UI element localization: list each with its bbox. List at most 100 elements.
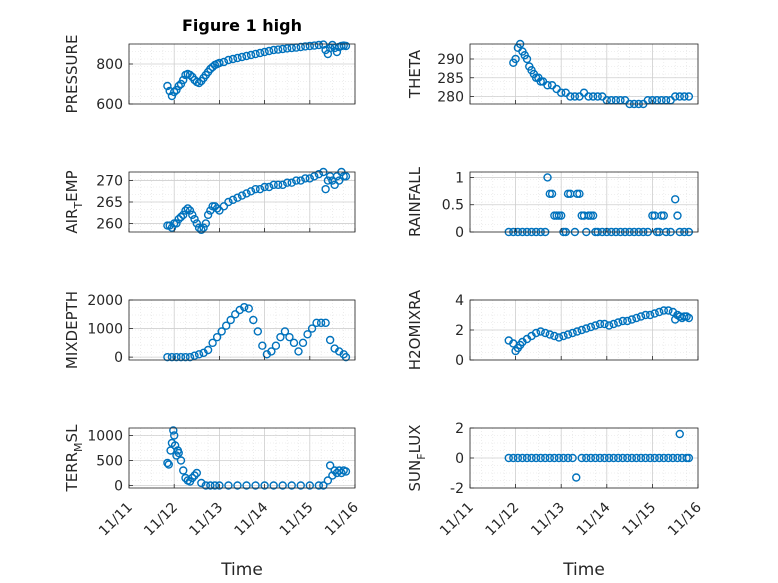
y-tick-label: 285: [437, 71, 464, 87]
y-tick-label: -2: [450, 481, 464, 497]
data-point: [167, 223, 177, 232]
data-point: [285, 332, 294, 342]
data-point: [201, 481, 211, 490]
subplot-6: 0 2 4 H2OMIXRA: [406, 289, 699, 370]
data-point: [632, 453, 641, 463]
data-point: [251, 481, 260, 490]
data-point: [298, 338, 308, 348]
y-axis-label: H2OMIXRA: [406, 289, 424, 370]
data-point: [627, 453, 637, 463]
data-point: [609, 453, 618, 463]
data-point: [228, 195, 238, 205]
data-point: [321, 318, 330, 328]
data-point: [276, 332, 285, 342]
data-series: [163, 302, 351, 362]
data-point: [179, 75, 188, 85]
data-point: [675, 92, 684, 101]
data-point: [684, 453, 694, 463]
data-point: [563, 330, 573, 339]
data-point: [185, 70, 195, 80]
data-point: [310, 172, 319, 181]
y-axis-label-part: LUX: [406, 425, 424, 454]
y-tick-label: 2000: [87, 293, 123, 309]
data-point: [217, 327, 226, 336]
subplot-2: 280 285 290 THETA: [406, 39, 699, 109]
data-point: [531, 328, 541, 338]
data-point: [620, 96, 630, 105]
data-point: [588, 211, 598, 220]
data-point: [575, 189, 584, 199]
y-axis-label-part: SUN: [406, 460, 424, 492]
data-point: [283, 44, 292, 53]
x-tick-label: 11/13: [186, 500, 226, 540]
y-axis-label: RAINFALL: [406, 166, 424, 237]
data-point: [185, 352, 195, 362]
data-point: [194, 350, 204, 359]
y-axis-label-part: SL: [63, 424, 81, 443]
data-point: [249, 315, 258, 325]
data-point: [237, 52, 247, 62]
data-point: [172, 451, 181, 460]
data-point: [176, 212, 186, 222]
data-point: [650, 309, 659, 318]
data-point: [570, 92, 580, 101]
axes-box: [469, 43, 699, 105]
x-tick-label: 11/16: [665, 499, 705, 539]
subplot-7: 0 500 1000 11/11 11/12 11/13 11/14 11/15 11/16 TE…: [63, 424, 362, 580]
data-point: [659, 306, 668, 315]
data-point: [330, 180, 339, 190]
y-axis-label: PRESSURE: [63, 35, 81, 114]
axes-box: [128, 299, 356, 361]
data-point: [550, 331, 559, 341]
data-point: [319, 481, 328, 490]
data-point: [219, 202, 229, 211]
data-point: [632, 313, 641, 323]
chart-title: Figure 1 high: [182, 16, 302, 35]
data-point: [595, 453, 605, 463]
data-point: [260, 481, 269, 490]
data-point: [301, 42, 310, 51]
data-point: [684, 313, 694, 323]
y-tick-label: 0.5: [442, 198, 464, 214]
y-axis-label-subscript: T: [72, 202, 85, 210]
data-point: [604, 453, 614, 463]
data-point: [584, 92, 593, 101]
data-point: [586, 453, 596, 463]
data-point: [593, 92, 602, 101]
data-point: [264, 46, 274, 56]
x-tick-label: 11/15: [277, 500, 317, 540]
data-point: [192, 219, 202, 228]
y-tick-label: 2: [455, 421, 464, 437]
data-point: [550, 453, 559, 463]
data-point: [185, 206, 195, 215]
data-point: [303, 330, 312, 339]
data-point: [337, 468, 346, 478]
data-point: [545, 453, 554, 463]
data-point: [194, 78, 204, 88]
data-point: [668, 453, 678, 463]
data-point: [242, 189, 251, 198]
x-tick-label: 11/12: [483, 500, 523, 540]
data-point: [655, 307, 664, 317]
data-point: [600, 453, 609, 463]
data-point: [174, 448, 183, 458]
data-point: [179, 466, 188, 475]
data-point: [255, 184, 265, 194]
data-point: [287, 43, 296, 53]
data-series: [509, 39, 694, 109]
data-point: [314, 40, 324, 50]
y-tick-label: 0: [114, 350, 123, 366]
data-point: [163, 458, 172, 468]
data-point: [203, 210, 213, 220]
y-axis-label: MIXDEPTH: [63, 291, 81, 369]
data-point: [215, 58, 224, 68]
data-point: [319, 40, 328, 49]
data-point: [289, 338, 299, 348]
data-point: [251, 184, 260, 194]
axes-box: [128, 427, 356, 489]
data-point: [341, 467, 351, 476]
data-point: [233, 481, 242, 490]
data-point: [541, 453, 550, 463]
data-point: [169, 426, 178, 435]
